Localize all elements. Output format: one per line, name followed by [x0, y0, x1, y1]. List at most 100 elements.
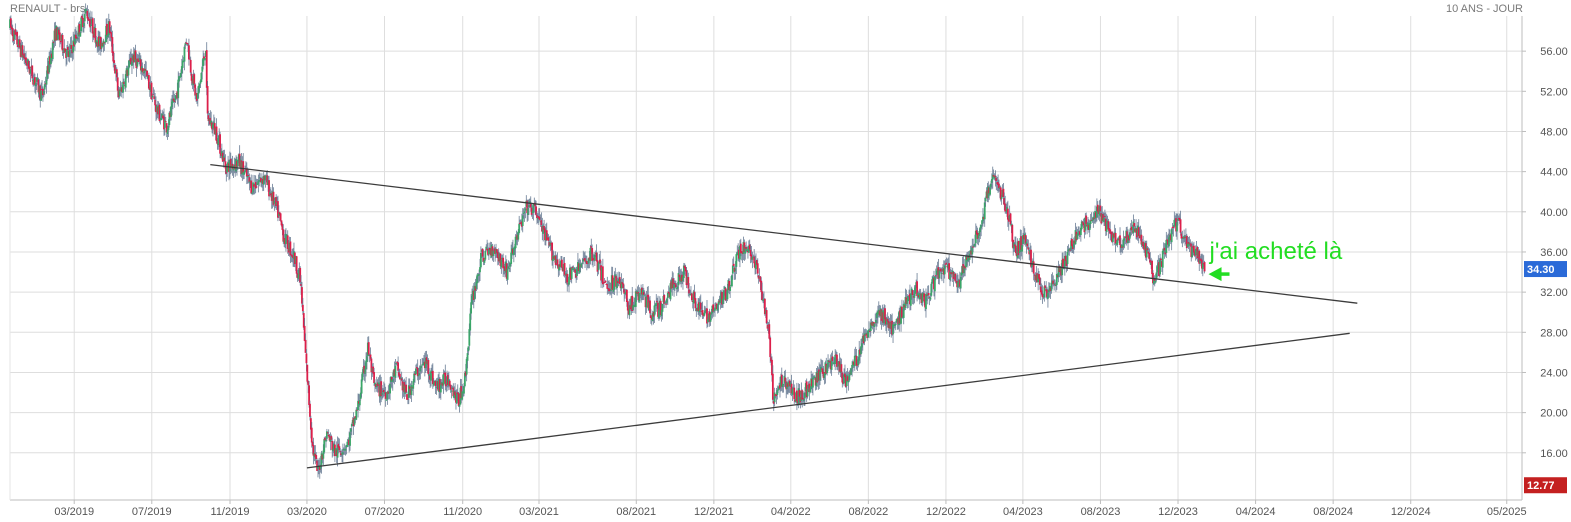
x-tick-label: 08/2024: [1313, 506, 1353, 518]
candle-body: [50, 54, 52, 65]
candle-body: [593, 254, 596, 261]
candle-body: [1159, 259, 1161, 275]
candle-body: [701, 310, 704, 315]
candle-body: [178, 76, 181, 82]
candle-body: [710, 312, 713, 315]
candle-body: [931, 279, 934, 284]
last-price-badge: [1524, 261, 1567, 278]
candle-body: [488, 248, 490, 255]
x-tick-label: 12/2024: [1391, 506, 1431, 518]
candle-body: [243, 171, 246, 175]
candle-body: [308, 385, 310, 405]
candle-body: [514, 236, 517, 249]
candle-body: [1179, 219, 1182, 233]
candle-body: [682, 277, 684, 281]
candle-body: [377, 382, 380, 385]
candle-body: [473, 285, 476, 300]
candle-body: [183, 46, 186, 62]
candle-body: [18, 39, 21, 48]
candle-body: [300, 284, 302, 286]
candle-body: [76, 37, 79, 40]
candle-body: [913, 293, 916, 298]
candle-body: [165, 123, 168, 133]
candle-body: [925, 293, 927, 310]
candle-body: [390, 376, 393, 381]
candle-body: [1033, 274, 1036, 276]
candle-body: [798, 389, 801, 397]
candle-body: [380, 381, 383, 397]
candle-body: [184, 43, 187, 46]
candle-body: [959, 276, 962, 289]
candle-body: [914, 287, 917, 294]
candle-body: [921, 293, 924, 303]
candle-body: [1170, 229, 1173, 243]
candle-body: [163, 120, 166, 128]
candle-body: [102, 40, 105, 47]
candle-body: [699, 302, 702, 310]
candle-body: [763, 298, 766, 315]
candle-body: [277, 201, 279, 218]
candle-body: [726, 289, 729, 300]
candle-body: [72, 40, 75, 53]
candle-body: [364, 368, 367, 374]
x-tick-label: 03/2019: [54, 506, 94, 518]
candle-body: [361, 372, 364, 380]
candle-body: [518, 223, 521, 233]
candle-body: [448, 380, 451, 386]
candle-body: [678, 274, 681, 277]
candle-body: [468, 329, 471, 346]
candle-body: [407, 398, 409, 400]
candle-body: [1055, 285, 1057, 287]
candle-body: [532, 204, 535, 213]
candle-body: [366, 356, 368, 362]
candle-body: [247, 175, 250, 177]
candle-body: [1020, 236, 1023, 250]
candle-body: [1178, 217, 1181, 221]
candle-body: [1018, 251, 1021, 254]
candle-body: [801, 390, 804, 400]
candle-body: [836, 365, 839, 367]
candle-body: [909, 293, 912, 306]
candle-body: [250, 180, 253, 194]
candle-body: [672, 278, 675, 289]
candle-body: [530, 207, 533, 215]
candle-body: [1181, 236, 1184, 239]
candle-body: [560, 259, 563, 268]
candle-body: [444, 372, 447, 384]
candle-body: [139, 59, 142, 71]
candle-body: [509, 262, 512, 267]
candle-body: [984, 197, 987, 202]
candle-body: [264, 175, 267, 181]
candle-body: [540, 220, 543, 226]
candle-body: [590, 246, 593, 248]
candle-body: [168, 112, 171, 125]
candle-body: [35, 77, 38, 82]
candle-body: [94, 28, 97, 43]
candle-body: [781, 383, 784, 388]
candle-body: [609, 289, 612, 291]
candle-body: [860, 343, 863, 348]
candle-body: [425, 357, 428, 364]
candle-body: [688, 289, 691, 294]
candle-body: [573, 267, 576, 270]
candle-body: [272, 191, 275, 205]
candle-body: [620, 281, 623, 289]
candle-body: [1189, 243, 1192, 245]
candle-body: [502, 257, 505, 269]
candle-body: [728, 280, 731, 291]
candle-body: [496, 249, 498, 253]
candle-body: [1103, 217, 1105, 223]
candle-body: [1132, 221, 1135, 234]
candle-body: [771, 359, 773, 376]
candle-body: [1027, 247, 1030, 250]
candle-body: [563, 262, 566, 275]
candle-body: [385, 399, 388, 401]
candle-body: [981, 220, 983, 225]
candle-body: [759, 276, 762, 283]
candle-body: [180, 66, 183, 74]
candle-body: [506, 268, 509, 280]
candle-body: [760, 280, 763, 292]
y-tick-label: 32.00: [1540, 287, 1568, 299]
candle-body: [589, 247, 592, 262]
